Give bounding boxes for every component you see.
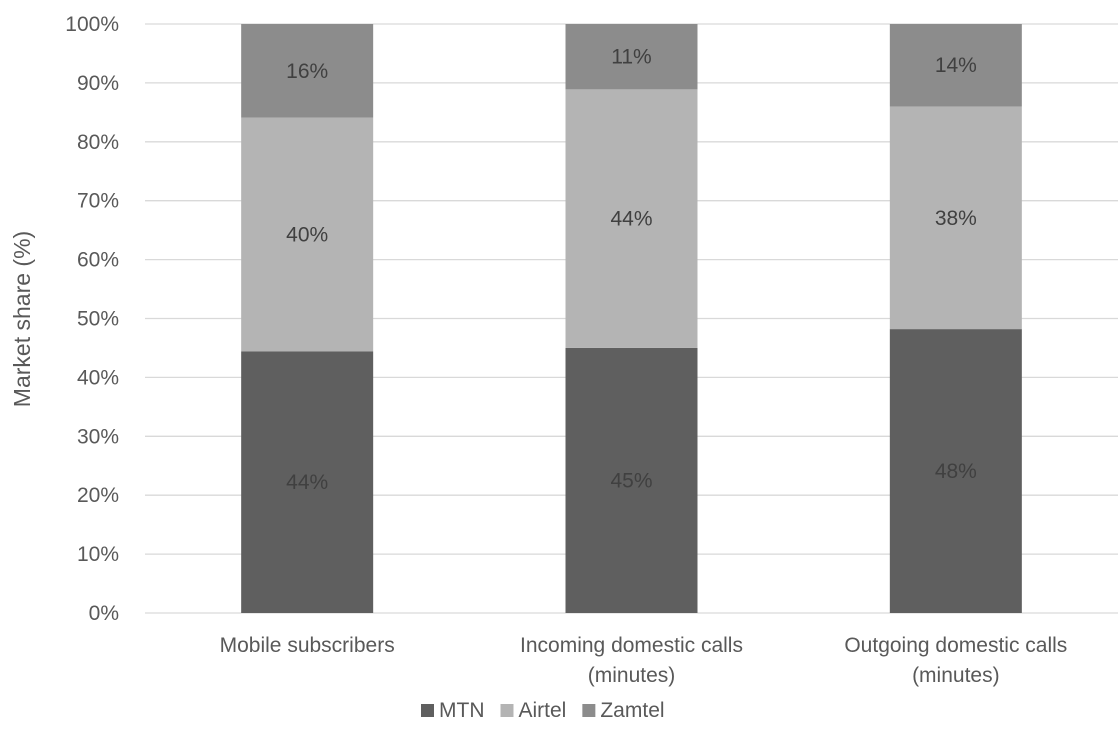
x-category-label: Mobile subscribers — [220, 634, 395, 657]
x-category-label: Outgoing domestic calls (minutes) — [844, 634, 1067, 687]
bar-segment-mtn — [889, 329, 1022, 613]
data-label: 44% — [610, 208, 652, 231]
data-labels: 44% 40% 16% 45% 44% 11% 48% 38% 14% — [286, 46, 977, 495]
bars — [241, 24, 1022, 613]
y-tick-label: 40% — [77, 366, 119, 389]
y-tick-label: 70% — [77, 190, 119, 213]
y-tick-label: 20% — [77, 484, 119, 507]
y-tick-label: 60% — [77, 249, 119, 272]
bar-segment-zamtel — [889, 24, 1022, 107]
data-label: 40% — [286, 224, 328, 247]
data-label: 38% — [935, 207, 977, 230]
y-axis-ticks: 0% 10% 20% 30% 40% 50% 60% 70% 80% 90% 100% — [65, 13, 119, 625]
data-label: 48% — [935, 460, 977, 483]
y-tick-label: 0% — [89, 602, 119, 625]
legend-item-zamtel: Zamtel — [582, 699, 665, 722]
y-tick-label: 100% — [65, 13, 119, 36]
x-axis-categories: Mobile subscribers Incoming domestic call… — [220, 634, 1068, 687]
legend-label: MTN — [439, 699, 485, 722]
legend-label: Airtel — [519, 699, 567, 722]
data-label: 44% — [286, 471, 328, 494]
y-tick-label: 50% — [77, 308, 119, 331]
legend-swatch — [421, 704, 434, 717]
legend-label: Zamtel — [600, 699, 664, 722]
y-tick-label: 10% — [77, 543, 119, 566]
x-category-label: Incoming domestic calls (minutes) — [520, 634, 743, 687]
legend-item-mtn: MTN — [421, 699, 485, 722]
legend: MTN Airtel Zamtel — [421, 699, 665, 722]
y-tick-label: 90% — [77, 72, 119, 95]
bar-segment-zamtel — [565, 24, 698, 90]
data-label: 11% — [611, 46, 651, 69]
data-label: 45% — [610, 469, 652, 492]
y-tick-label: 30% — [77, 425, 119, 448]
bar-segment-airtel — [889, 106, 1022, 330]
y-axis-label: Market share (%) — [9, 231, 35, 407]
legend-swatch — [582, 704, 596, 717]
data-label: 14% — [935, 54, 977, 77]
data-label: 16% — [286, 60, 328, 83]
legend-item-airtel: Airtel — [500, 699, 567, 722]
bar-segment-airtel — [565, 89, 698, 348]
bar-segment-mtn — [565, 347, 698, 613]
bar-segment-zamtel — [241, 24, 374, 118]
legend-swatch — [500, 704, 514, 717]
bar-segment-airtel — [241, 117, 374, 352]
bar-segment-mtn — [241, 351, 374, 613]
y-tick-label: 80% — [77, 131, 119, 154]
